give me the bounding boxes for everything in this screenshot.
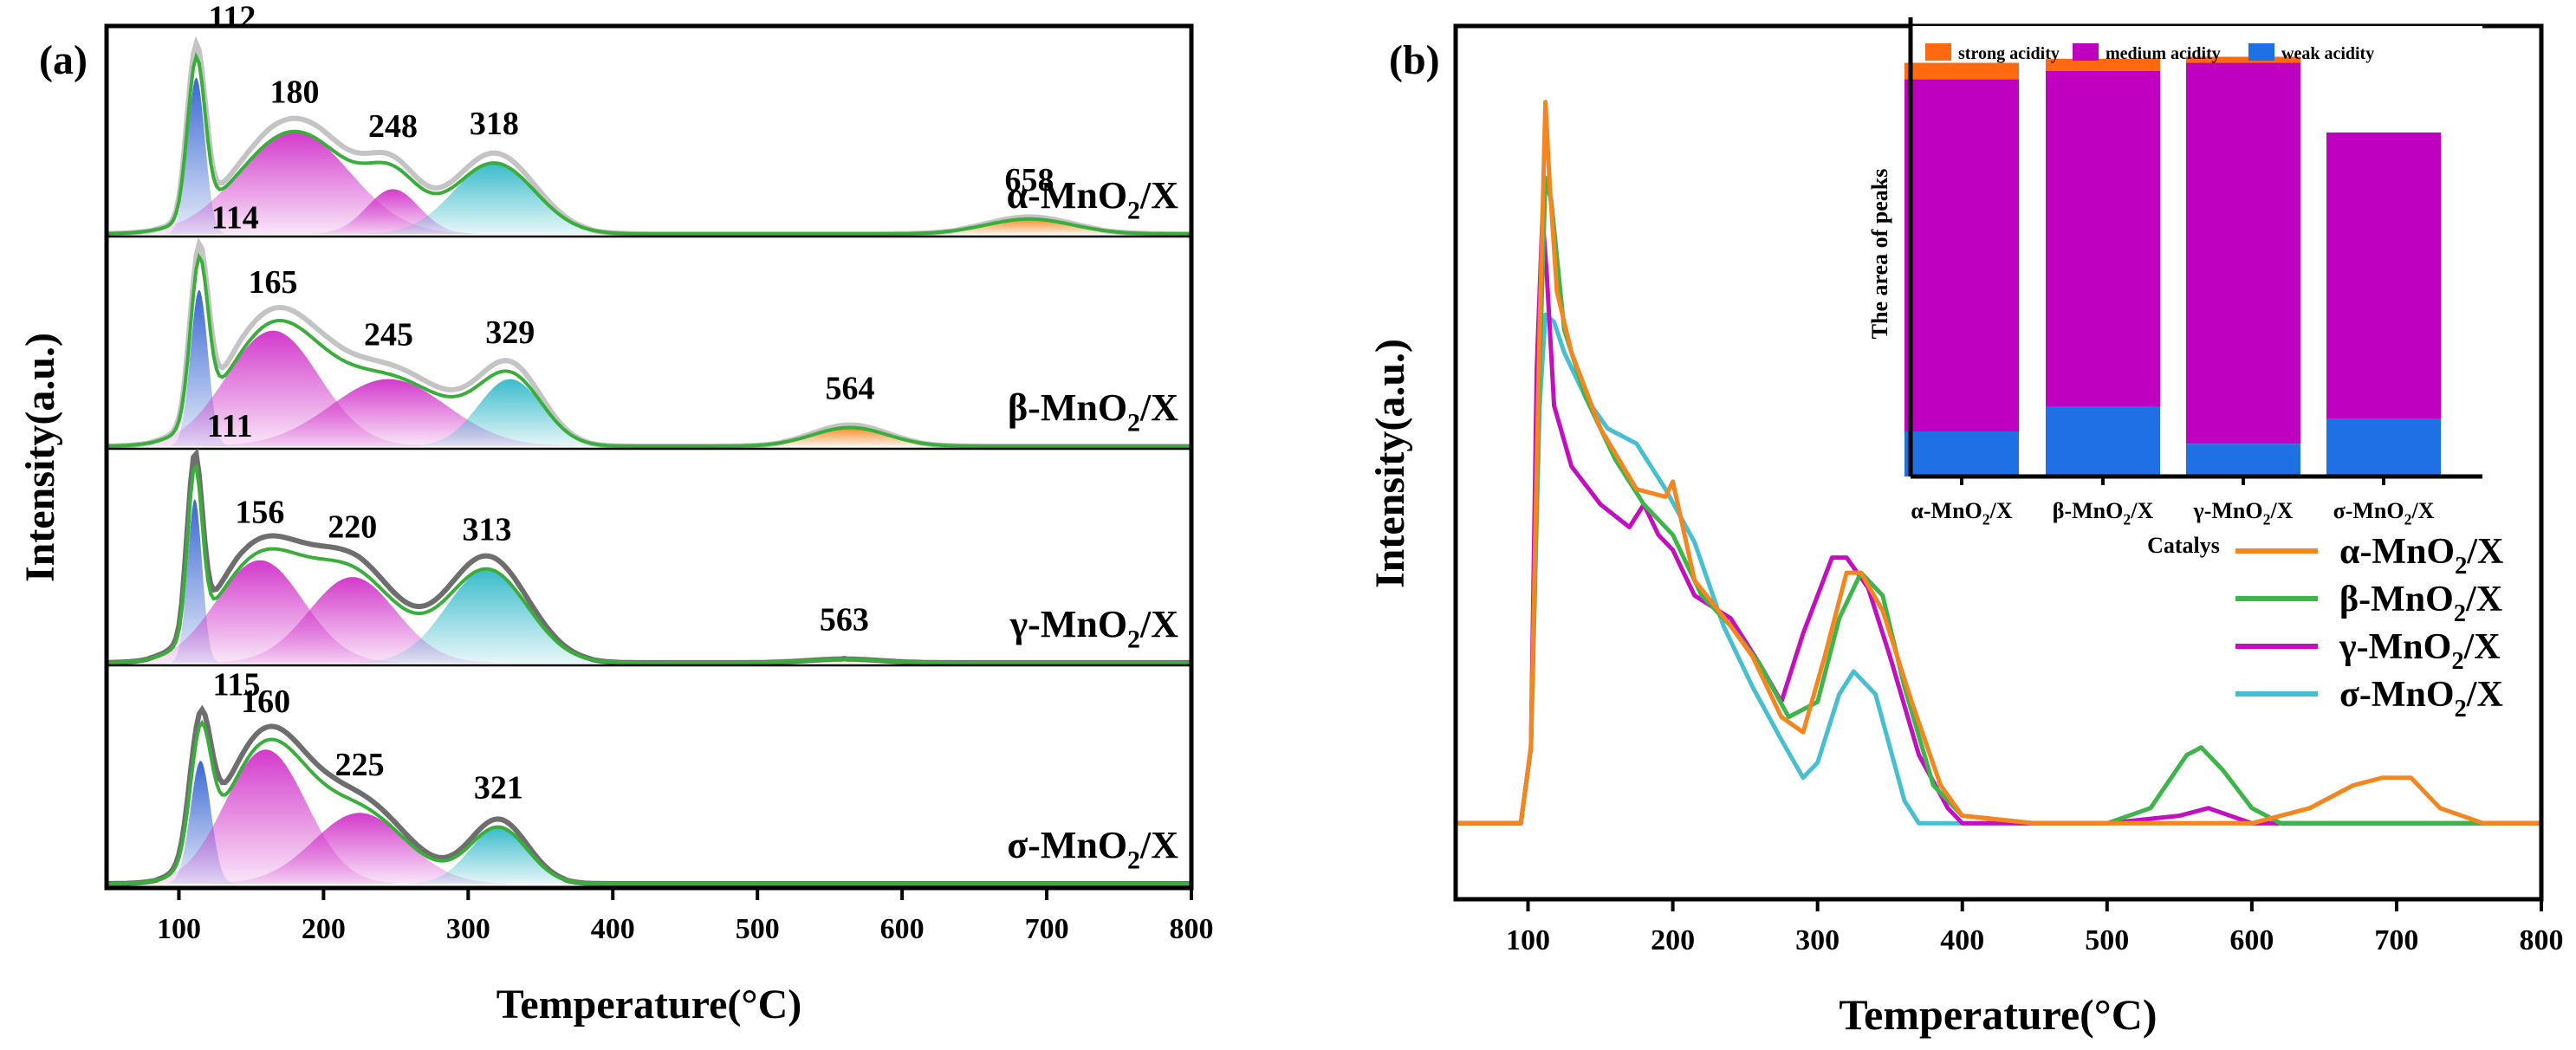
panel-a-series-3-peak-2-fill: [211, 813, 509, 884]
panel-a-x-tick-label-4: 500: [736, 913, 780, 945]
panel-a-series-2-peak-3-fill: [357, 569, 617, 663]
panel-a-series-1: 114 165 245 329 564 β-MnO2/X: [106, 200, 1191, 450]
panel-a-series-1-peak-label-0: 114: [211, 200, 259, 237]
panel-b-legend: α-MnO2/Xβ-MnO2/Xγ-MnO2/Xσ-MnO2/X: [2235, 532, 2503, 723]
panel-a-series-0-name: α-MnO2/X: [1007, 174, 1179, 224]
panel-a-series-0-peak-label-1: 180: [270, 75, 320, 111]
panel-a-series-0-fit-curve: [106, 51, 1191, 236]
panel-a-series-3-fit-curve: [107, 719, 1191, 885]
panel-a-series-3-peak-label-3: 321: [474, 770, 523, 807]
inset-category-label-3: σ-MnO2/X: [2333, 498, 2435, 528]
panel-a-series-2-name: γ-MnO2/X: [1009, 603, 1179, 653]
panel-b-x-tick-label-3: 400: [1940, 924, 1984, 956]
panel-a-x-tick-label-2: 300: [446, 913, 490, 945]
inset-bar-chart: strong acidity medium acidity weak acidity…: [1867, 17, 2482, 558]
panel-a-label: (a): [39, 37, 88, 83]
inset-y-axis-label: The area of peaks: [1867, 169, 1892, 340]
panel-a-series-2-peak-label-4: 563: [820, 602, 869, 638]
inset-bar-0-medium-acidity: [1904, 79, 2019, 431]
panel-a-x-tick-label-0: 100: [157, 913, 201, 945]
inset-bar-2-weak-acidity: [2186, 444, 2300, 476]
panel-a-series-0-peak-label-4: 658: [1005, 162, 1054, 198]
inset-legend-label-1: medium acidity: [2106, 44, 2221, 63]
panel-a-series-0-peak-label-0: 112: [209, 0, 256, 36]
panel-b-x-ticks: 100 200 300 400 500 600 700 800: [1506, 899, 2564, 956]
panel-a-series-3-peak-label-2: 225: [335, 747, 385, 783]
inset-legend-swatch-2: [2248, 43, 2274, 61]
inset-legend-label-0: strong acidity: [1958, 44, 2060, 63]
inset-bar-2-medium-acidity: [2186, 62, 2300, 444]
panel-a-series-2: 111 156 220 313 563 γ-MnO2/X: [106, 408, 1191, 667]
panel-a-series-2-fit-curve: [106, 463, 1191, 664]
panel-a-x-tick-label-1: 200: [302, 913, 346, 945]
inset-bar-0-weak-acidity: [1904, 431, 2019, 476]
panel-b-label: (b): [1389, 37, 1440, 83]
inset-category-label-2: γ-MnO2/X: [2193, 498, 2294, 528]
panel-a-x-tick-label-5: 600: [880, 913, 925, 945]
inset-category-labels: α-MnO2/X β-MnO2/X γ-MnO2/X σ-MnO2/X: [1911, 476, 2435, 528]
inset-legend-label-2: weak acidity: [2281, 44, 2374, 63]
inset-legend-swatch-0: [1925, 43, 1951, 61]
panel-a-series-1-peak-label-4: 564: [826, 370, 875, 406]
inset-category-label-1: β-MnO2/X: [2053, 498, 2154, 528]
panel-a-series-3-name: σ-MnO2/X: [1007, 824, 1178, 874]
panel-a-series-3-peak-label-1: 160: [241, 684, 290, 720]
inset-bars: [1904, 56, 2441, 476]
panel-a-x-axis-label: Temperature(°C): [496, 982, 801, 1027]
inset-legend: strong acidity medium acidity weak acidity: [1925, 43, 2374, 63]
panel-a-series-1-peak-label-3: 329: [485, 314, 535, 351]
panel-a-series-2-peak-label-0: 111: [207, 408, 253, 444]
inset-bar-2-strong-acidity: [2186, 56, 2300, 63]
inset-bar-1-weak-acidity: [2046, 406, 2160, 476]
panel-b-x-tick-label-1: 200: [1651, 924, 1695, 956]
panel-b: (b) 100 200 300 400 500 600 700 800 Temperature…: [1367, 17, 2564, 1039]
panel-b-legend-label-2: γ-MnO2/X: [2339, 627, 2501, 675]
panel-b-y-axis-label: Intensity(a.u.): [1367, 339, 1413, 588]
panel-a-x-ticks: 100 200 300 400 500 600 700 800: [157, 888, 1214, 945]
panel-a-series-1-name: β-MnO2/X: [1008, 386, 1178, 437]
panel-b-x-tick-label-7: 800: [2520, 924, 2564, 956]
panel-b-legend-label-3: σ-MnO2/X: [2339, 675, 2503, 723]
panel-a-series-2-peak-label-1: 156: [235, 495, 284, 531]
panel-b-x-tick-label-2: 300: [1795, 924, 1840, 956]
inset-bar-0-strong-acidity: [1904, 62, 2019, 80]
inset-bar-3-weak-acidity: [2326, 418, 2441, 476]
panel-b-x-tick-label-6: 700: [2374, 924, 2418, 956]
inset-x-axis-label: Catalys: [2147, 533, 2220, 558]
panel-a-series-0-peak-label-3: 318: [470, 106, 519, 142]
panel-a-y-axis-label: Intensity(a.u.): [17, 333, 63, 582]
inset-bar-1-medium-acidity: [2046, 71, 2160, 407]
panel-b-series-0-line: [1456, 100, 2541, 826]
panel-a-series-3-peak-label-0: 115: [213, 666, 261, 703]
panel-a-series-1-peak-3-fill: [408, 379, 613, 446]
inset-bar-3-medium-acidity: [2326, 132, 2441, 419]
panel-b-series: [1456, 100, 2541, 826]
panel-b-legend-label-0: α-MnO2/X: [2339, 532, 2503, 580]
inset-legend-swatch-1: [2073, 43, 2099, 61]
panel-a-series-1-peak-label-1: 165: [249, 264, 298, 301]
panel-a-series-2-peak-label-3: 313: [463, 512, 512, 548]
panel-b-x-axis-label: Temperature(°C): [1839, 990, 2157, 1039]
panel-a-series-0-peak-0-fill: [168, 77, 224, 234]
panel-a-frame: [104, 23, 1194, 891]
panel-b-x-tick-label-4: 500: [2085, 924, 2129, 956]
panel-a-series-1-fit-curve: [106, 252, 1191, 448]
inset-category-label-0: α-MnO2/X: [1911, 498, 2012, 528]
inset-bar-1-strong-acidity: [2046, 58, 2160, 71]
panel-b-legend-label-1: β-MnO2/X: [2339, 580, 2502, 627]
panel-a-series-1-peak-label-2: 245: [364, 317, 413, 353]
panel-a-x-tick-label-3: 400: [591, 913, 635, 945]
panel-a-x-tick-label-7: 800: [1170, 913, 1214, 945]
panel-a-x-tick-label-6: 700: [1025, 913, 1069, 945]
panel-b-x-tick-label-5: 600: [2229, 924, 2274, 956]
panel-b-x-tick-label-0: 100: [1506, 924, 1550, 956]
panel-a-series-2-peak-label-2: 220: [328, 509, 377, 546]
panel-a-series-0-peak-label-2: 248: [368, 108, 418, 145]
